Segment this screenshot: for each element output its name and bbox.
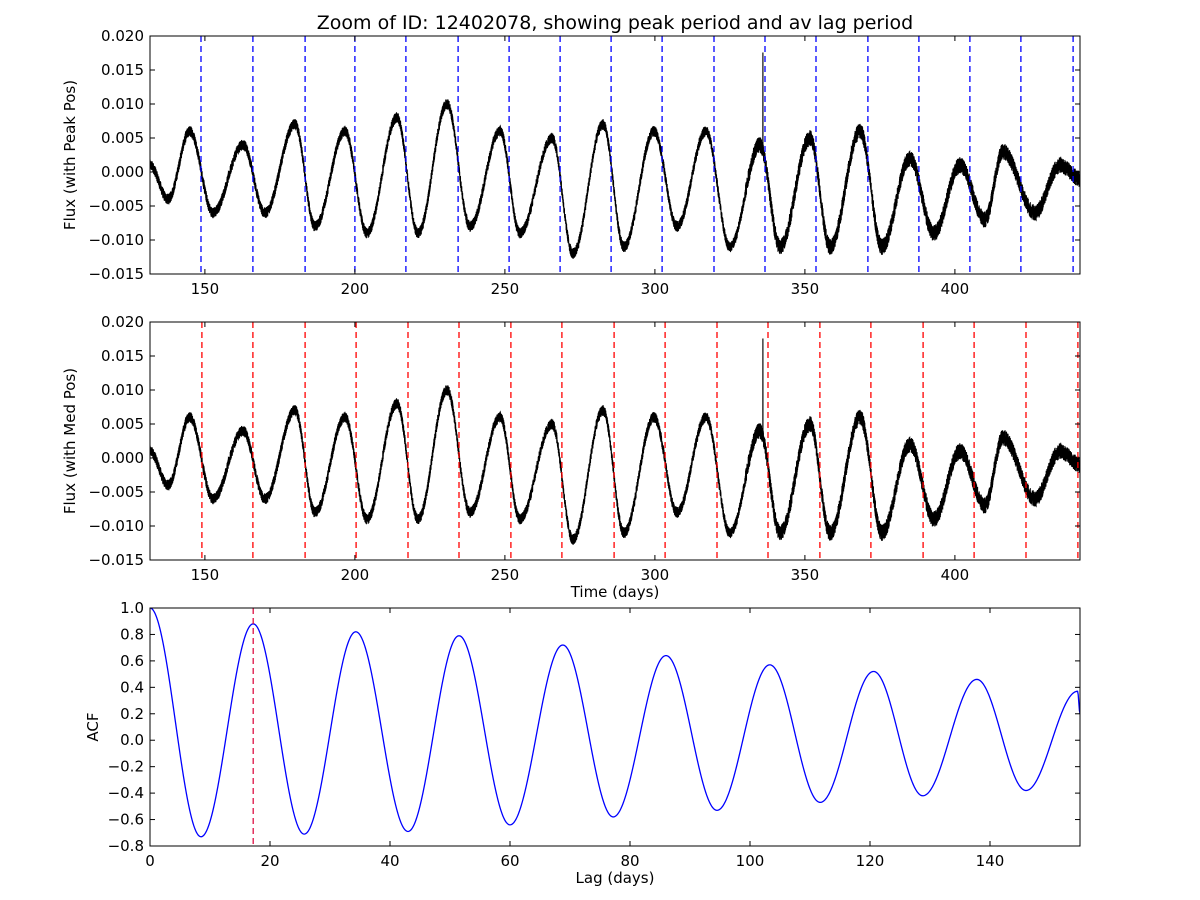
axes-frame <box>149 35 1081 275</box>
y-tick-label: 0.015 <box>101 61 144 79</box>
light-curve-line <box>150 338 1080 545</box>
y-tick-label: −0.015 <box>88 265 144 283</box>
x-tick-label: 300 <box>641 280 670 298</box>
y-tick-label: −0.005 <box>88 197 144 215</box>
y-axis-label: ACF <box>84 712 102 741</box>
panel-1: 150 200 250 300 350 400 −0.015 −0.010 −0.005 0.00… <box>61 27 1081 298</box>
y-tick-label: −0.8 <box>108 837 144 855</box>
x-tick-label: 150 <box>191 280 220 298</box>
y-tick-label: −0.4 <box>108 784 144 802</box>
y-axis-label: Flux (with Peak Pos) <box>61 80 79 230</box>
y-tick-label: −0.010 <box>88 517 144 535</box>
x-tick-label: 300 <box>641 566 670 584</box>
x-axis-label: Time (days) <box>570 583 660 601</box>
y-tick-label: −0.015 <box>88 551 144 569</box>
panel-2: 150 200 250 300 350 400 −0.015 −0.010 −0.005 0.00… <box>61 313 1081 601</box>
y-tick-label: 0.020 <box>101 313 144 331</box>
y-tick-label: 0.0 <box>120 731 144 749</box>
x-tick-label: 200 <box>341 566 370 584</box>
x-tick-label: 250 <box>491 566 520 584</box>
y-axis-label: Flux (with Med Pos) <box>61 368 79 514</box>
x-tick-label: 120 <box>856 852 885 870</box>
x-tick-label: 140 <box>976 852 1005 870</box>
y-tick-label: 0.4 <box>120 678 144 696</box>
x-tick-label: 350 <box>791 566 820 584</box>
x-tick-label: 20 <box>260 852 279 870</box>
y-tick-label: 0.000 <box>101 449 144 467</box>
light-curve-line <box>150 52 1080 259</box>
x-tick-label: 60 <box>500 852 519 870</box>
y-tick-label: −0.010 <box>88 231 144 249</box>
x-tick-label: 80 <box>620 852 639 870</box>
y-tick-label: 0.010 <box>101 95 144 113</box>
y-tick-label: −0.6 <box>108 811 144 829</box>
x-tick-label: 150 <box>191 566 220 584</box>
x-tick-label: 0 <box>145 852 155 870</box>
x-axis-label: Lag (days) <box>576 869 655 887</box>
x-tick-label: 350 <box>791 280 820 298</box>
y-tick-label: 1.0 <box>120 599 144 617</box>
x-tick-label: 100 <box>736 852 765 870</box>
y-tick-label: −0.005 <box>88 483 144 501</box>
y-tick-label: 0.8 <box>120 625 144 643</box>
y-tick-label: −0.2 <box>108 758 144 776</box>
y-tick-label: 0.010 <box>101 381 144 399</box>
y-tick-label: 0.020 <box>101 27 144 45</box>
x-tick-label: 40 <box>380 852 399 870</box>
x-tick-label: 400 <box>941 566 970 584</box>
y-tick-label: 0.005 <box>101 129 144 147</box>
x-tick-label: 200 <box>341 280 370 298</box>
y-tick-label: 0.6 <box>120 652 144 670</box>
y-tick-label: 0.015 <box>101 347 144 365</box>
x-tick-label: 400 <box>941 280 970 298</box>
axes-frame <box>149 321 1081 561</box>
chart-title: Zoom of ID: 12402078, showing peak perio… <box>317 12 913 34</box>
y-tick-label: 0.005 <box>101 415 144 433</box>
acf-line <box>150 608 1080 838</box>
y-tick-label: 0.2 <box>120 705 144 723</box>
y-tick-label: 0.000 <box>101 163 144 181</box>
axes-frame <box>149 607 1081 847</box>
x-tick-label: 250 <box>491 280 520 298</box>
panel-3: 0 20 40 60 80 100 120 140 −0.8 −0.6 −0.4 −0.2 0.0 0.2… <box>84 599 1081 887</box>
